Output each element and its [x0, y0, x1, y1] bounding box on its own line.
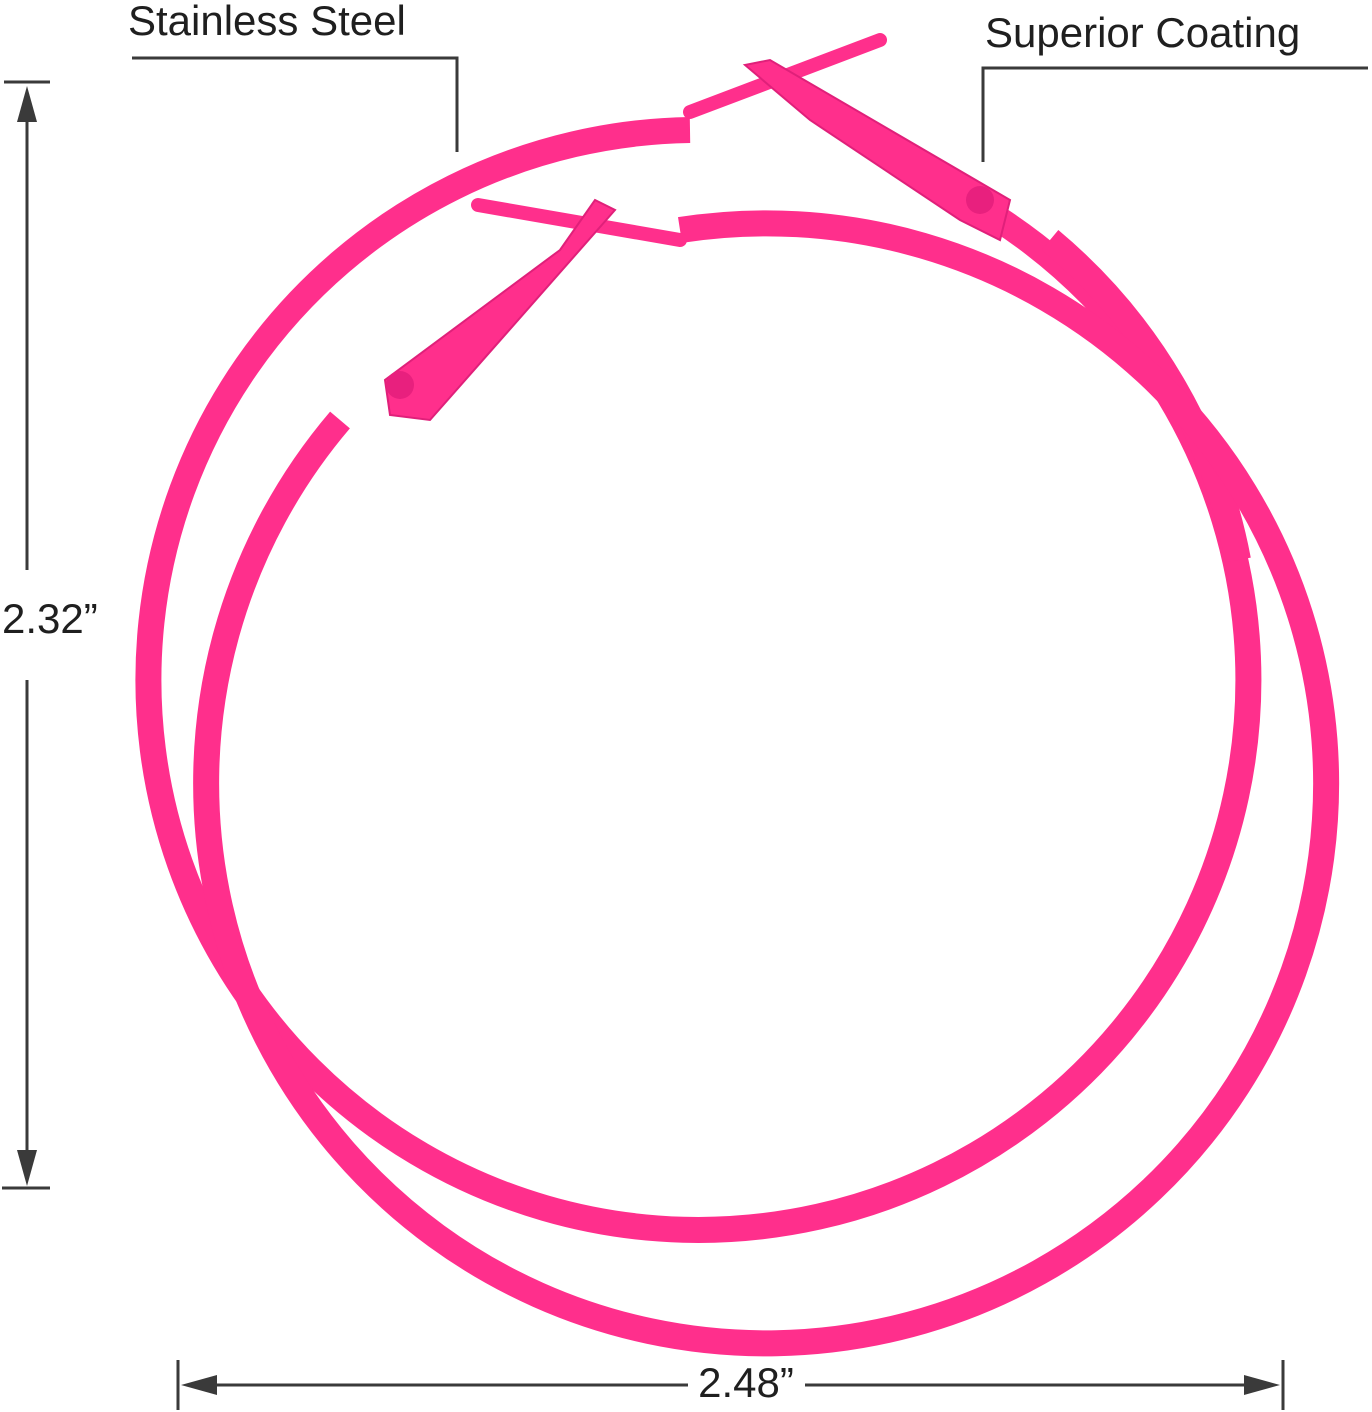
- hoop-ring: [193, 210, 1340, 1357]
- hoop-ring: [135, 117, 1262, 1243]
- width-dimension: 2.48”: [176, 1359, 1285, 1410]
- dimension-label: 2.32”: [2, 595, 98, 642]
- arrow-head: [17, 1150, 37, 1186]
- arrow-head: [181, 1375, 217, 1395]
- height-dimension: 2.32”: [2, 80, 98, 1190]
- arrow-head: [1244, 1375, 1280, 1395]
- callout-label: Stainless Steel: [128, 0, 406, 44]
- hoop-hinge: [966, 186, 994, 214]
- callout-label: Superior Coating: [985, 9, 1300, 56]
- hoop-front: [193, 198, 1340, 1357]
- callout-line: [981, 66, 1368, 162]
- dimension-label: 2.48”: [698, 1359, 794, 1406]
- arrow-head: [17, 86, 37, 122]
- hoop-clasp: [383, 198, 617, 422]
- hoop-hinge: [386, 371, 414, 399]
- hoop-clasp: [742, 58, 1012, 242]
- callout-line: [132, 56, 459, 152]
